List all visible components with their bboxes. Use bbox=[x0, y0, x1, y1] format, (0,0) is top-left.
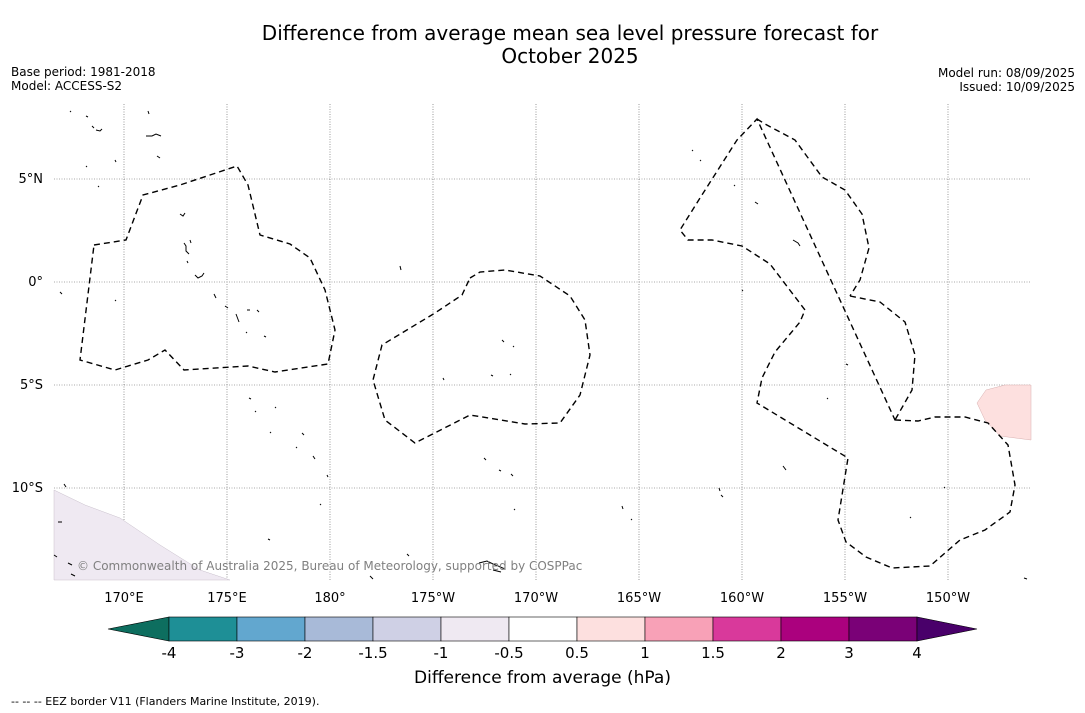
colorbar-tick: -4 bbox=[162, 644, 177, 662]
colorbar-segment bbox=[576, 616, 646, 642]
colorbar-tick: -2 bbox=[298, 644, 313, 662]
gridlines bbox=[54, 104, 1031, 580]
lon-label-150w: 150°W bbox=[926, 591, 970, 606]
colorbar-extend-low bbox=[107, 616, 170, 642]
lat-label-5s: 5°S bbox=[20, 378, 43, 393]
eez-borders bbox=[79, 117, 1016, 569]
colorbar-segment bbox=[304, 616, 374, 642]
issued-date: Issued: 10/09/2025 bbox=[959, 80, 1075, 94]
lat-label-0: 0° bbox=[28, 275, 43, 290]
lat-label-5n: 5°N bbox=[19, 172, 44, 187]
colorbar-tick: -1 bbox=[434, 644, 449, 662]
anomaly-region-low bbox=[53, 489, 231, 581]
eez-border-tuvalu-kiribati bbox=[79, 165, 336, 373]
longitude-labels: 170°E 175°E 180° 175°W 170°W 165°W 160°W… bbox=[104, 591, 970, 606]
colorbar-segment bbox=[508, 616, 578, 642]
title-line-1: Difference from average mean sea level p… bbox=[261, 21, 879, 45]
colorbar-segment bbox=[712, 616, 782, 642]
meta-right: Model run: 08/09/2025 Issued: 10/09/2025 bbox=[938, 66, 1075, 94]
lon-label-165w: 165°W bbox=[617, 591, 661, 606]
lon-label-170e: 170°E bbox=[104, 591, 144, 606]
colorbar-segment bbox=[440, 616, 510, 642]
colorbar-tick: 3 bbox=[844, 644, 854, 662]
colorbar-segment bbox=[168, 616, 238, 642]
colorbar-tick: -3 bbox=[230, 644, 245, 662]
colorbar-tick: -1.5 bbox=[358, 644, 387, 662]
meta-left: Base period: 1981-2018 Model: ACCESS-S2 bbox=[11, 65, 156, 93]
colorbar-segment bbox=[780, 616, 850, 642]
copyright-notice: © Commonwealth of Australia 2025, Bureau… bbox=[77, 559, 582, 573]
eez-border-kiribati-line bbox=[679, 117, 1016, 569]
model-name: Model: ACCESS-S2 bbox=[11, 79, 123, 93]
colorbar-tick: -0.5 bbox=[494, 644, 523, 662]
eez-border-tokelau bbox=[372, 269, 591, 444]
lon-label-170w: 170°W bbox=[514, 591, 558, 606]
colorbar-extend-high bbox=[916, 616, 978, 642]
lon-label-175w: 175°W bbox=[411, 591, 455, 606]
colorbar-tick: 2 bbox=[776, 644, 786, 662]
colorbar-segment bbox=[848, 616, 918, 642]
islands bbox=[53, 110, 1028, 580]
colorbar-tick: 1 bbox=[640, 644, 650, 662]
colorbar-segments bbox=[168, 616, 918, 642]
title-line-2: October 2025 bbox=[501, 44, 639, 68]
colorbar-tick: 4 bbox=[912, 644, 922, 662]
colorbar-segment bbox=[372, 616, 442, 642]
latitude-labels: 5°N 0° 5°S 10°S bbox=[12, 172, 43, 496]
chart-title: Difference from average mean sea level p… bbox=[0, 22, 1085, 68]
colorbar-tick-labels: -4 -3 -2 -1.5 -1 -0.5 0.5 1 1.5 2 3 4 bbox=[162, 644, 922, 662]
lon-label-155w: 155°W bbox=[823, 591, 867, 606]
colorbar-tick: 0.5 bbox=[565, 644, 589, 662]
colorbar: -4 -3 -2 -1.5 -1 -0.5 0.5 1 1.5 2 3 4 bbox=[107, 616, 978, 662]
model-run: Model run: 08/09/2025 bbox=[937, 66, 1075, 80]
anomaly-region-high bbox=[976, 384, 1032, 441]
colorbar-segment bbox=[236, 616, 306, 642]
footer-note: -- -- -- EEZ border V11 (Flanders Marine… bbox=[11, 695, 320, 708]
colorbar-segment bbox=[644, 616, 714, 642]
lat-label-10s: 10°S bbox=[12, 481, 43, 496]
colorbar-title: Difference from average (hPa) bbox=[414, 668, 671, 688]
base-period: Base period: 1981-2018 bbox=[11, 65, 156, 79]
lon-label-180: 180° bbox=[314, 591, 345, 606]
lon-label-175e: 175°E bbox=[207, 591, 247, 606]
colorbar-tick: 1.5 bbox=[701, 644, 725, 662]
lon-label-160w: 160°W bbox=[720, 591, 764, 606]
